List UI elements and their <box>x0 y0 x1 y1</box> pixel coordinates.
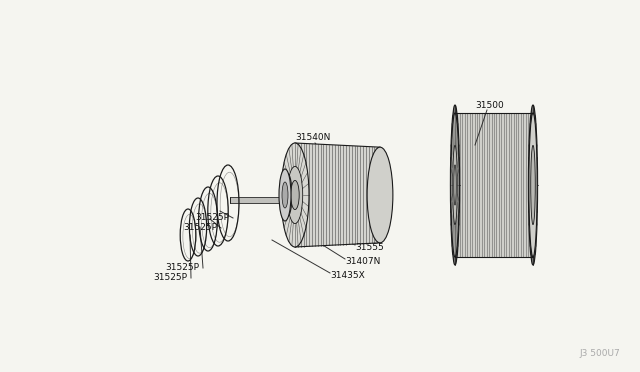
Text: 31407N: 31407N <box>345 257 380 266</box>
Text: 31525P: 31525P <box>165 263 199 273</box>
Ellipse shape <box>451 113 459 257</box>
Polygon shape <box>230 197 290 203</box>
Ellipse shape <box>281 143 309 247</box>
Ellipse shape <box>531 145 535 225</box>
Text: 31435X: 31435X <box>330 272 365 280</box>
Text: 31500: 31500 <box>475 100 504 109</box>
Ellipse shape <box>282 182 288 208</box>
Ellipse shape <box>452 145 457 225</box>
Ellipse shape <box>279 169 291 221</box>
Ellipse shape <box>529 113 537 257</box>
Text: 31525P: 31525P <box>195 214 229 222</box>
Text: 31555: 31555 <box>355 244 384 253</box>
Ellipse shape <box>454 165 456 205</box>
Ellipse shape <box>287 166 303 224</box>
Text: 31525P: 31525P <box>183 224 217 232</box>
Polygon shape <box>455 113 533 257</box>
Polygon shape <box>295 143 380 247</box>
Text: 31525P: 31525P <box>153 273 187 282</box>
Ellipse shape <box>367 147 393 243</box>
Ellipse shape <box>282 173 292 217</box>
Text: 31540N: 31540N <box>295 134 330 142</box>
Text: J3 500U7: J3 500U7 <box>579 349 620 358</box>
Ellipse shape <box>291 180 300 209</box>
